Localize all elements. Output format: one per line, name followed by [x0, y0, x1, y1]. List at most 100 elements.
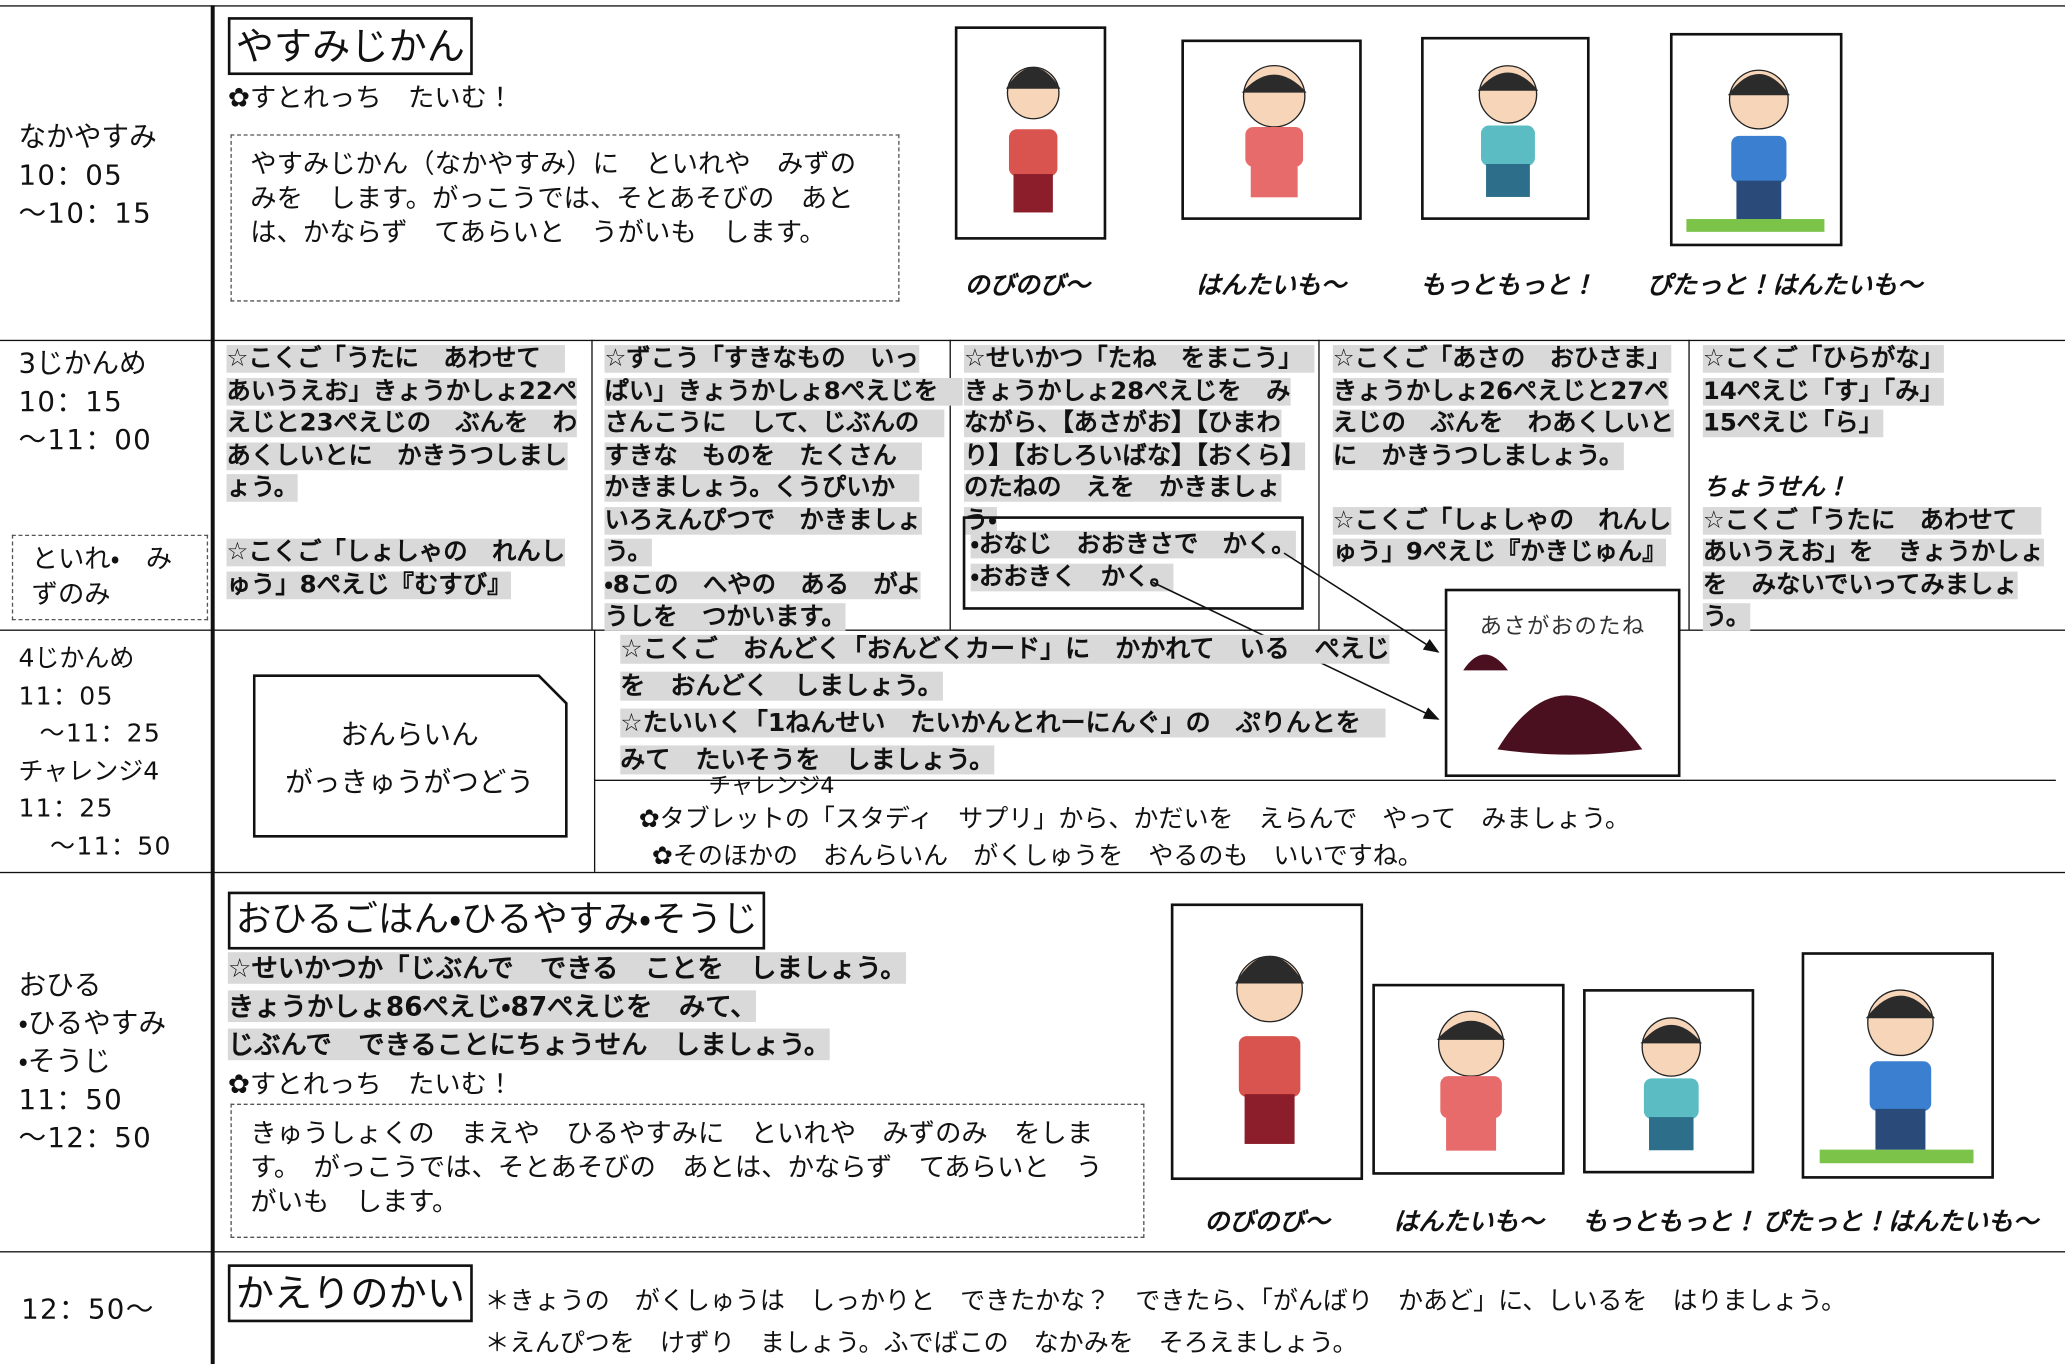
time-label: 3じかんめ [18, 347, 147, 380]
lines: ＊きょうの がくしゅうは しっかりと できたかな？ できたら、「がんばり かあど… [485, 1280, 1847, 1364]
time-label: チャレンジ4 [18, 756, 160, 786]
caption: ぴたっと！はんたいも～ [1762, 1207, 2039, 1237]
time: 12：50～ [21, 1291, 155, 1329]
note: やすみじかん（なかやすみ）に といれや みずのみを します。がっこうでは、そとあ… [230, 134, 900, 302]
section-title: やすみじかん [227, 17, 473, 76]
illustration [1372, 983, 1565, 1175]
time-label: ～11：00 [18, 424, 153, 456]
rule [1688, 339, 1690, 630]
text: がっきゅうがつどう [285, 766, 535, 799]
text: ✿タブレットの「スタディ サプリ」から、かだいを えらんで やって みましょう。 [638, 804, 1630, 834]
text: ☆せいかつ「たね をまこう」 きょうかしょ28ぺえじを みながら、【あさがお】【… [964, 345, 1315, 535]
column: ☆せいかつ「たね をまこう」 きょうかしょ28ぺえじを みながら、【あさがお】【… [964, 344, 1315, 538]
time-label: 4じかんめ [18, 644, 135, 673]
time-label: 10：05 [18, 159, 124, 191]
illustration [1801, 952, 1994, 1179]
rule [0, 1251, 2065, 1253]
time-label: 11：25 [18, 794, 114, 824]
text: ☆こくご おんどく「おんどくカード」に かかれて いる ぺえじを おんどく しま… [620, 634, 1390, 701]
caption: もっともっと！ [1420, 271, 1596, 301]
column: ☆こくご「あさの おひさま」きょうかしょ26ぺえじと27ぺえじの ぶんを わあく… [1332, 344, 1681, 570]
text: ・おなじ おおきさで かく。 [970, 530, 1296, 559]
time-label: ～11：50 [50, 831, 172, 861]
time-label: 10：15 [18, 385, 124, 418]
box: ・おなじ おおきさで かく。 ・おおきく かく。 [962, 516, 1304, 610]
box-shape [252, 674, 568, 838]
illustration [1669, 32, 1843, 247]
subtitle: ✿すとれっち たいむ！ [227, 1068, 514, 1100]
text: ☆たいいく「1ねんせい たいかんとれーにんぐ」の ぷりんとを みて たいそうを … [620, 708, 1386, 775]
time-label: ・ひるやすみ [18, 1007, 167, 1040]
text: ＊えんぴつを けずり ましょう。ふでばこの なかみを そろえましょう。 [484, 1328, 1358, 1358]
text: ✿そのほかの おんらいん がくしゅうを やるのも いいですね。 [651, 841, 1423, 871]
caption: のびのび～ [964, 271, 1090, 301]
rule [210, 5, 215, 1364]
text: ☆こくご「しょしゃの れんしゅう」8ぺえじ『むすび』 [226, 538, 566, 599]
image-label: あさがおのたね [1479, 613, 1646, 641]
figure [1477, 65, 1539, 197]
illustration [1583, 989, 1755, 1174]
rule [0, 871, 2065, 874]
caption: もっともっと！ [1582, 1207, 1758, 1237]
figure [1640, 1017, 1703, 1151]
caption: はんたいも～ [1393, 1207, 1544, 1237]
caption: ぴたっと！はんたいも～ [1646, 271, 1923, 301]
rule [1318, 339, 1320, 630]
text: おんらいん [340, 719, 479, 751]
figure [1819, 989, 1974, 1164]
time-label: ・そうじ [18, 1045, 111, 1078]
text: ☆せいかつか「じぶんで できる ことを しましょう。 [227, 952, 907, 984]
text: じぶんで できることにちょうせん しましょう。 [227, 1028, 831, 1061]
text: ・おおきく かく。 [970, 563, 1174, 591]
time-label: ～11：25 [39, 719, 162, 749]
figure [1234, 955, 1305, 1144]
text: きょうかしょ86ぺえじ・87ぺえじを みて、 [227, 990, 757, 1022]
column: ☆こくご「うたに あわせて あいうえお」きょうかしょ22ぺえじと23ぺえじの ぶ… [226, 344, 583, 602]
rule [0, 339, 2065, 342]
rule [949, 339, 951, 630]
column: ☆こくご「ひらがな」 14ぺえじ「す」「み」 15ぺえじ「ら」 ちょうせん！ ☆… [1702, 344, 2051, 634]
rule [0, 629, 2065, 631]
subtitle: ✿すとれっち たいむ！ [227, 81, 514, 114]
text: ☆こくご「しょしゃの れんしゅう」9ぺえじ『かきじゅん』 [1332, 506, 1672, 567]
time-label: 12：50～ [21, 1293, 155, 1325]
time-label: ～12：50 [18, 1122, 153, 1154]
time: なかやすみ 10：05 ～10：15 [18, 119, 156, 234]
seeds [1463, 654, 1643, 755]
illustration [1170, 903, 1364, 1181]
text: 14ぺえじ「す」「み」 [1702, 377, 1944, 405]
time: 4じかんめ 11：05 ～11：25 チャレンジ4 11：25 ～11：50 [18, 640, 171, 865]
time-label: おひる [18, 969, 102, 1001]
time-label: 11：05 [18, 681, 114, 711]
caption: はんたいも～ [1195, 271, 1346, 301]
figure [1436, 1010, 1506, 1151]
text: チャレンジ4 [708, 773, 835, 800]
figure [1686, 69, 1825, 232]
time-label: ～10：15 [18, 197, 153, 230]
note: きゅうしょくの まえや ひるやすみに といれや みずのみ をします。 がっこうで… [230, 1103, 1145, 1238]
figure [1241, 64, 1307, 198]
extra-box: といれ・ みずのみ [11, 534, 209, 621]
rule [593, 629, 596, 872]
text: ちょうせん！ [1702, 474, 1850, 502]
time-label: なかやすみ [18, 121, 157, 153]
time-label: 11：50 [18, 1083, 124, 1116]
time: 3じかんめ 10：15 ～11：00 [18, 345, 152, 460]
section-title: かえりのかい [227, 1264, 473, 1323]
box-text: おんらいん がっきゅうがつどう [253, 711, 566, 806]
rule [591, 339, 593, 630]
text: ☆ずこう「すきなもの いっぱい」きょうかしょ8ぺえじを さんこうに して、じぶん… [604, 345, 963, 567]
rule [0, 5, 2065, 7]
text: ☆こくご「うたに あわせて あいうえお」を きょうかしょを みないでいってみまし… [1702, 506, 2045, 631]
text: 15ぺえじ「ら」 [1702, 409, 1883, 438]
lines: ✿タブレットの「スタディ サプリ」から、かだいを えらんで やって みましょう。… [639, 801, 1630, 875]
caption: のびのび～ [1204, 1207, 1330, 1237]
lines: ☆せいかつか「じぶんで できる ことを しましょう。 きょうかしょ86ぺえじ・8… [227, 950, 907, 1065]
text: ☆こくご「ひらがな」 [1702, 345, 1945, 373]
lines: ☆こくご おんどく「おんどくカード」に かかれて いる ぺえじを おんどく しま… [620, 631, 1397, 779]
section-title: おひるごはん・ひるやすみ・そうじ [227, 891, 766, 950]
figure [1005, 66, 1061, 213]
text: ☆こくご「うたに あわせて あいうえお」きょうかしょ22ぺえじと23ぺえじの ぶ… [226, 345, 578, 502]
illustration [954, 26, 1107, 240]
